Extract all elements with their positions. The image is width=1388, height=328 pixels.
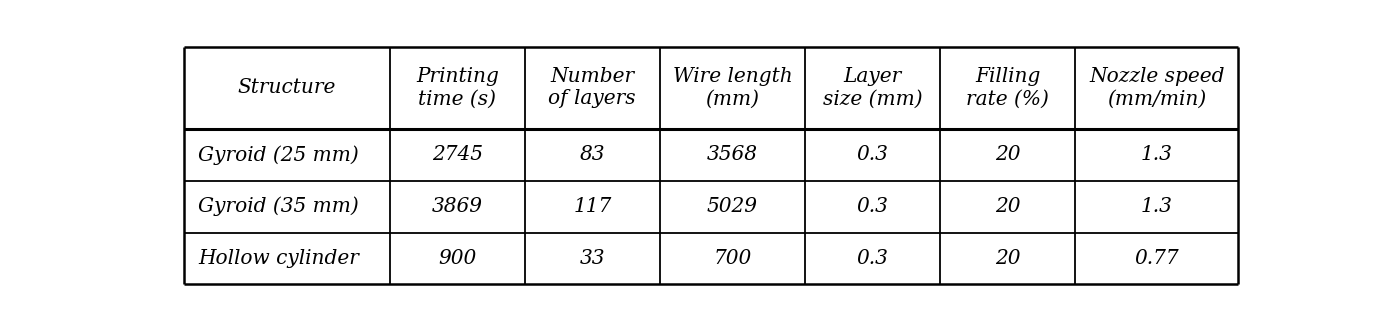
- Text: 0.3: 0.3: [856, 145, 888, 164]
- Text: 5029: 5029: [706, 197, 758, 216]
- Text: Filling
rate (%): Filling rate (%): [966, 67, 1049, 108]
- Text: Printing
time (s): Printing time (s): [416, 67, 498, 108]
- Text: 0.77: 0.77: [1134, 249, 1178, 268]
- Text: 3568: 3568: [706, 145, 758, 164]
- Text: Gyroid (25 mm): Gyroid (25 mm): [198, 145, 359, 165]
- Text: 900: 900: [439, 249, 476, 268]
- Text: 700: 700: [713, 249, 751, 268]
- Text: Nozzle speed
(mm/min): Nozzle speed (mm/min): [1090, 67, 1224, 108]
- Text: 2745: 2745: [432, 145, 483, 164]
- Text: 0.3: 0.3: [856, 197, 888, 216]
- Text: 33: 33: [579, 249, 605, 268]
- Text: 117: 117: [573, 197, 611, 216]
- Text: Gyroid (35 mm): Gyroid (35 mm): [198, 197, 359, 216]
- Text: Number
of layers: Number of layers: [548, 67, 636, 108]
- Text: 20: 20: [995, 145, 1020, 164]
- Text: 0.3: 0.3: [856, 249, 888, 268]
- Text: 20: 20: [995, 249, 1020, 268]
- Text: 83: 83: [579, 145, 605, 164]
- Text: Structure: Structure: [237, 78, 336, 97]
- Text: 20: 20: [995, 197, 1020, 216]
- Text: 1.3: 1.3: [1141, 197, 1173, 216]
- Text: Wire length
(mm): Wire length (mm): [673, 67, 793, 108]
- Text: 3869: 3869: [432, 197, 483, 216]
- Text: Layer
size (mm): Layer size (mm): [823, 67, 923, 108]
- Text: Hollow cylinder: Hollow cylinder: [198, 249, 359, 268]
- Text: 1.3: 1.3: [1141, 145, 1173, 164]
